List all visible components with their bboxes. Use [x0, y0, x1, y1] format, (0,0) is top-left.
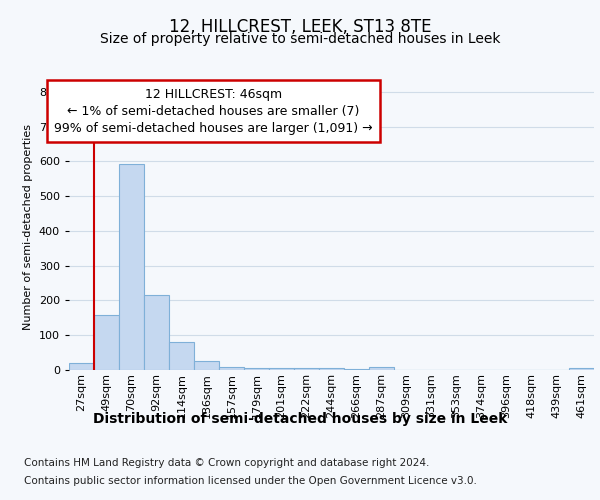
- Bar: [219, 366, 244, 370]
- Text: Size of property relative to semi-detached houses in Leek: Size of property relative to semi-detach…: [100, 32, 500, 46]
- Bar: [169, 342, 194, 370]
- Bar: [369, 366, 394, 370]
- Bar: [94, 316, 119, 370]
- Bar: [194, 362, 219, 370]
- Bar: [569, 368, 594, 370]
- Text: Contains HM Land Registry data © Crown copyright and database right 2024.: Contains HM Land Registry data © Crown c…: [24, 458, 430, 468]
- Bar: [344, 369, 369, 370]
- Bar: [119, 164, 144, 370]
- Text: Distribution of semi-detached houses by size in Leek: Distribution of semi-detached houses by …: [93, 412, 507, 426]
- Text: 12, HILLCREST, LEEK, ST13 8TE: 12, HILLCREST, LEEK, ST13 8TE: [169, 18, 431, 36]
- Bar: [244, 368, 269, 370]
- Bar: [319, 368, 344, 370]
- Text: Contains public sector information licensed under the Open Government Licence v3: Contains public sector information licen…: [24, 476, 477, 486]
- Text: 12 HILLCREST: 46sqm
← 1% of semi-detached houses are smaller (7)
99% of semi-det: 12 HILLCREST: 46sqm ← 1% of semi-detache…: [54, 88, 373, 135]
- Bar: [294, 368, 319, 370]
- Bar: [144, 294, 169, 370]
- Bar: [69, 363, 94, 370]
- Y-axis label: Number of semi-detached properties: Number of semi-detached properties: [23, 124, 33, 330]
- Bar: [269, 368, 294, 370]
